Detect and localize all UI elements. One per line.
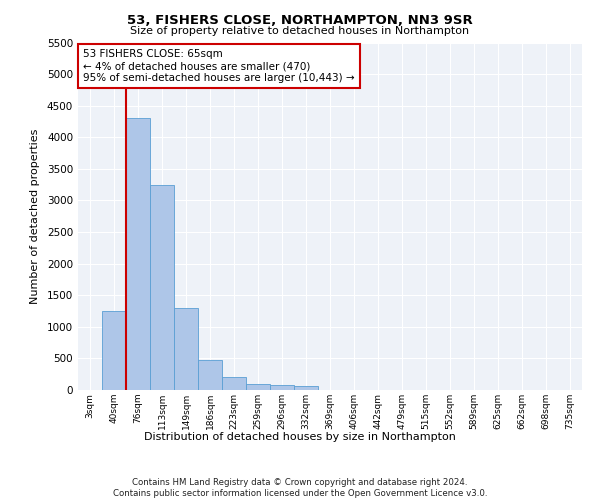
Text: 53, FISHERS CLOSE, NORTHAMPTON, NN3 9SR: 53, FISHERS CLOSE, NORTHAMPTON, NN3 9SR (127, 14, 473, 27)
Text: Distribution of detached houses by size in Northampton: Distribution of detached houses by size … (144, 432, 456, 442)
Text: Contains HM Land Registry data © Crown copyright and database right 2024.
Contai: Contains HM Land Registry data © Crown c… (113, 478, 487, 498)
Bar (198, 360, 222, 390)
Bar (222, 378, 246, 390)
Bar (174, 308, 198, 390)
Text: 53 FISHERS CLOSE: 65sqm
← 4% of detached houses are smaller (470)
95% of semi-de: 53 FISHERS CLOSE: 65sqm ← 4% of detached… (83, 50, 355, 82)
Bar (294, 386, 318, 390)
Y-axis label: Number of detached properties: Number of detached properties (30, 128, 40, 304)
Bar (246, 384, 270, 390)
Bar (126, 118, 150, 390)
Bar (270, 385, 294, 390)
Bar (150, 184, 174, 390)
Bar (102, 311, 126, 390)
Text: Size of property relative to detached houses in Northampton: Size of property relative to detached ho… (130, 26, 470, 36)
